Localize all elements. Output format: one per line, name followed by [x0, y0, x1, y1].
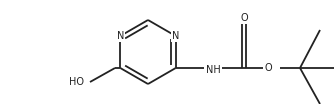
Text: HO: HO: [69, 77, 84, 87]
Text: O: O: [264, 63, 272, 73]
Text: N: N: [117, 31, 124, 41]
Text: O: O: [240, 13, 248, 23]
Text: NH: NH: [206, 65, 221, 75]
Text: N: N: [172, 31, 179, 41]
